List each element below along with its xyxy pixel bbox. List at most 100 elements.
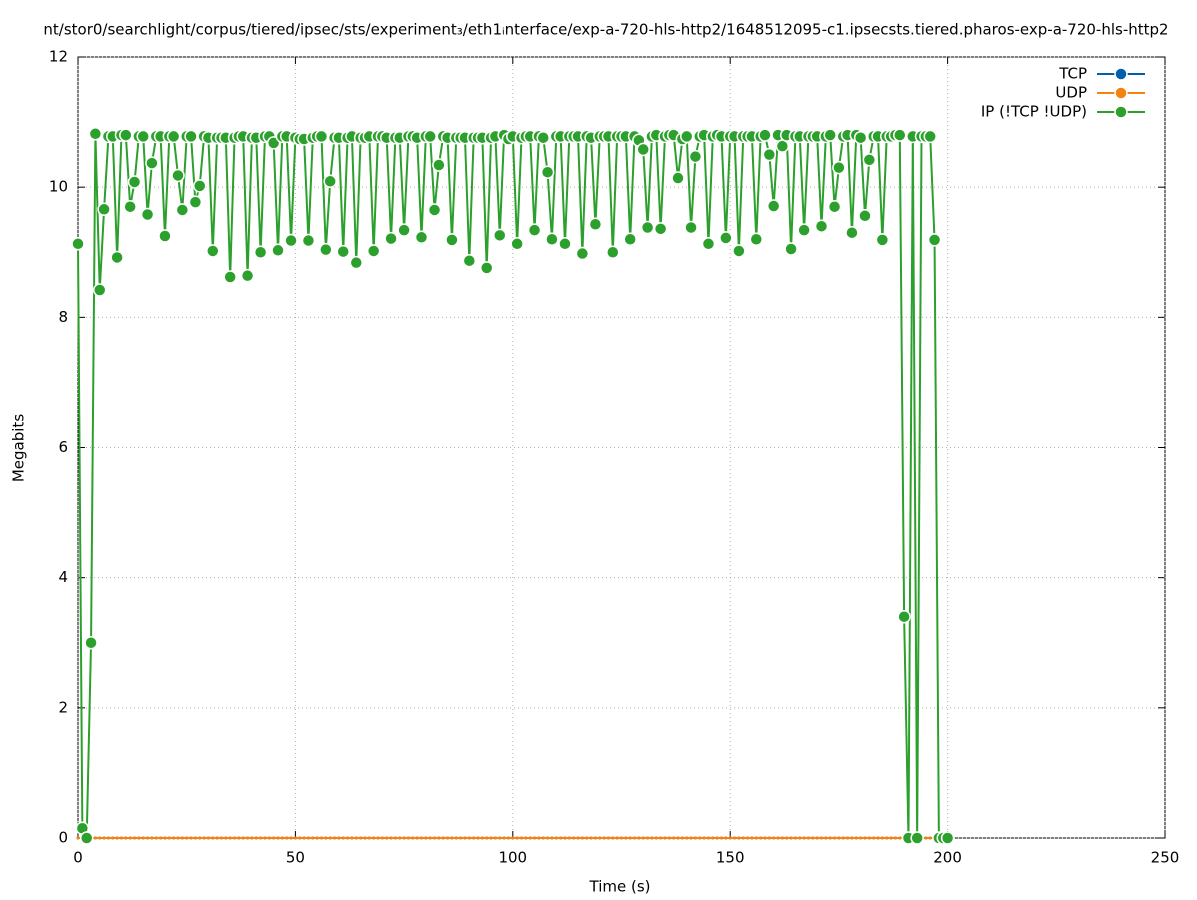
data-point bbox=[428, 836, 432, 840]
data-point bbox=[858, 209, 872, 223]
data-point bbox=[393, 836, 397, 840]
data-point bbox=[641, 836, 645, 840]
data-point bbox=[867, 836, 871, 840]
data-point bbox=[402, 836, 406, 840]
data-point bbox=[885, 836, 889, 840]
data-point bbox=[219, 836, 223, 840]
data-point bbox=[785, 836, 789, 840]
data-point bbox=[724, 836, 728, 840]
data-point bbox=[940, 831, 955, 845]
data-point bbox=[558, 237, 572, 251]
y-tick-label: 2 bbox=[58, 698, 68, 716]
data-point bbox=[414, 230, 429, 245]
data-point bbox=[263, 836, 267, 840]
data-point bbox=[93, 836, 97, 840]
data-point bbox=[150, 836, 154, 840]
data-point bbox=[593, 836, 597, 840]
legend-label: IP (!TCP !UDP) bbox=[981, 103, 1087, 121]
data-point bbox=[927, 233, 942, 247]
data-point bbox=[741, 836, 745, 840]
y-tick-label: 12 bbox=[49, 48, 68, 66]
data-point bbox=[423, 129, 437, 144]
data-point bbox=[766, 199, 781, 213]
data-point bbox=[640, 220, 655, 235]
data-point bbox=[815, 836, 819, 840]
data-point bbox=[667, 836, 671, 840]
data-point bbox=[701, 237, 716, 251]
data-point bbox=[293, 836, 297, 840]
data-point bbox=[733, 836, 737, 840]
data-point bbox=[106, 836, 110, 840]
legend-label: TCP bbox=[1058, 65, 1087, 83]
data-point bbox=[241, 836, 245, 840]
data-point bbox=[580, 836, 584, 840]
data-point bbox=[754, 836, 758, 840]
data-point bbox=[154, 836, 158, 840]
data-point bbox=[759, 836, 763, 840]
data-point bbox=[319, 836, 323, 840]
data-point bbox=[202, 836, 206, 840]
data-point bbox=[841, 836, 845, 840]
data-point bbox=[284, 233, 298, 248]
data-point bbox=[102, 836, 106, 840]
data-point bbox=[302, 836, 306, 840]
data-point bbox=[493, 228, 507, 243]
data-point bbox=[749, 232, 764, 246]
data-point bbox=[437, 836, 441, 840]
data-point bbox=[750, 836, 754, 840]
data-point bbox=[389, 836, 393, 840]
data-point bbox=[71, 237, 85, 251]
data-point bbox=[923, 129, 937, 144]
data-point bbox=[572, 836, 576, 840]
data-point bbox=[832, 160, 846, 175]
data-point bbox=[567, 836, 571, 840]
data-point bbox=[76, 836, 80, 840]
data-point bbox=[445, 233, 459, 247]
data-point bbox=[688, 149, 703, 164]
data-point bbox=[189, 836, 193, 840]
data-point bbox=[693, 836, 697, 840]
data-point bbox=[223, 270, 237, 284]
data-point bbox=[624, 836, 628, 840]
data-point bbox=[536, 130, 550, 145]
data-point bbox=[84, 636, 98, 650]
data-point bbox=[454, 836, 458, 840]
data-point bbox=[346, 836, 350, 840]
data-point bbox=[663, 836, 667, 840]
data-point bbox=[233, 836, 237, 840]
data-point bbox=[732, 244, 746, 258]
data-point bbox=[528, 836, 532, 840]
data-point bbox=[206, 836, 210, 840]
data-point bbox=[780, 836, 784, 840]
data-point bbox=[450, 836, 454, 840]
data-point bbox=[319, 242, 333, 257]
data-point bbox=[228, 836, 232, 840]
data-point bbox=[315, 836, 319, 840]
data-point bbox=[897, 609, 911, 624]
data-point bbox=[167, 836, 171, 840]
data-point bbox=[672, 836, 676, 840]
data-point bbox=[493, 836, 497, 840]
data-point bbox=[433, 836, 437, 840]
data-point bbox=[606, 245, 620, 259]
data-point bbox=[198, 836, 202, 840]
plot-border bbox=[77, 56, 1166, 839]
data-point bbox=[506, 836, 510, 840]
data-point bbox=[654, 836, 658, 840]
data-point bbox=[79, 831, 94, 845]
data-point bbox=[115, 836, 119, 840]
data-point bbox=[762, 147, 777, 162]
data-point bbox=[615, 836, 619, 840]
data-point bbox=[550, 836, 554, 840]
data-point bbox=[811, 836, 815, 840]
data-point bbox=[537, 836, 541, 840]
data-point bbox=[224, 836, 228, 840]
data-point bbox=[146, 836, 150, 840]
data-point bbox=[446, 836, 450, 840]
data-point bbox=[141, 836, 145, 840]
data-point bbox=[136, 129, 150, 144]
data-point bbox=[898, 836, 902, 840]
data-point bbox=[124, 836, 128, 840]
data-point bbox=[746, 836, 750, 840]
x-axis-label: Time (s) bbox=[589, 878, 651, 896]
